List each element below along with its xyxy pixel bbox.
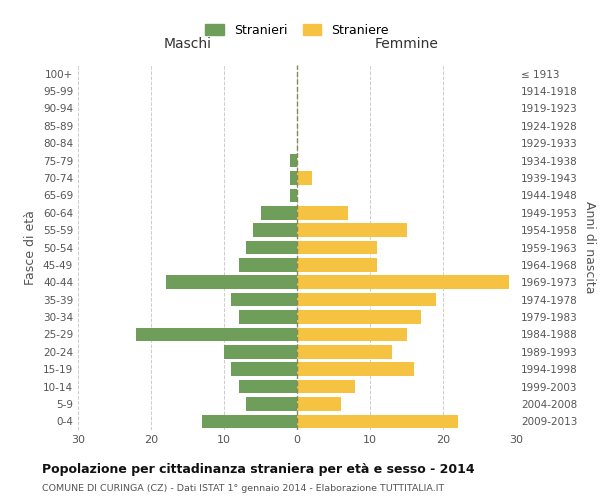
Bar xyxy=(239,258,297,272)
Bar xyxy=(253,224,297,237)
Bar xyxy=(290,171,297,185)
Bar xyxy=(297,362,414,376)
Text: COMUNE DI CURINGA (CZ) - Dati ISTAT 1° gennaio 2014 - Elaborazione TUTTITALIA.IT: COMUNE DI CURINGA (CZ) - Dati ISTAT 1° g… xyxy=(42,484,444,493)
Bar xyxy=(297,310,421,324)
Bar xyxy=(297,414,458,428)
Bar xyxy=(246,240,297,254)
Bar xyxy=(232,362,297,376)
Bar xyxy=(246,397,297,410)
Bar xyxy=(239,380,297,394)
Bar xyxy=(290,188,297,202)
Bar xyxy=(297,240,377,254)
Y-axis label: Fasce di età: Fasce di età xyxy=(25,210,37,285)
Bar xyxy=(297,397,341,410)
Bar xyxy=(224,345,297,358)
Bar xyxy=(297,345,392,358)
Text: Popolazione per cittadinanza straniera per età e sesso - 2014: Popolazione per cittadinanza straniera p… xyxy=(42,462,475,475)
Bar xyxy=(136,328,297,341)
Bar xyxy=(239,310,297,324)
Bar xyxy=(297,293,436,306)
Bar xyxy=(202,414,297,428)
Bar xyxy=(297,276,509,289)
Bar xyxy=(297,328,407,341)
Bar xyxy=(232,293,297,306)
Bar xyxy=(166,276,297,289)
Bar xyxy=(297,380,355,394)
Y-axis label: Anni di nascita: Anni di nascita xyxy=(583,201,596,294)
Text: Femmine: Femmine xyxy=(374,37,439,51)
Bar xyxy=(297,258,377,272)
Bar xyxy=(297,224,407,237)
Legend: Stranieri, Straniere: Stranieri, Straniere xyxy=(202,20,392,40)
Bar xyxy=(297,206,348,220)
Bar xyxy=(260,206,297,220)
Text: Maschi: Maschi xyxy=(163,37,212,51)
Bar xyxy=(297,171,311,185)
Bar xyxy=(290,154,297,168)
